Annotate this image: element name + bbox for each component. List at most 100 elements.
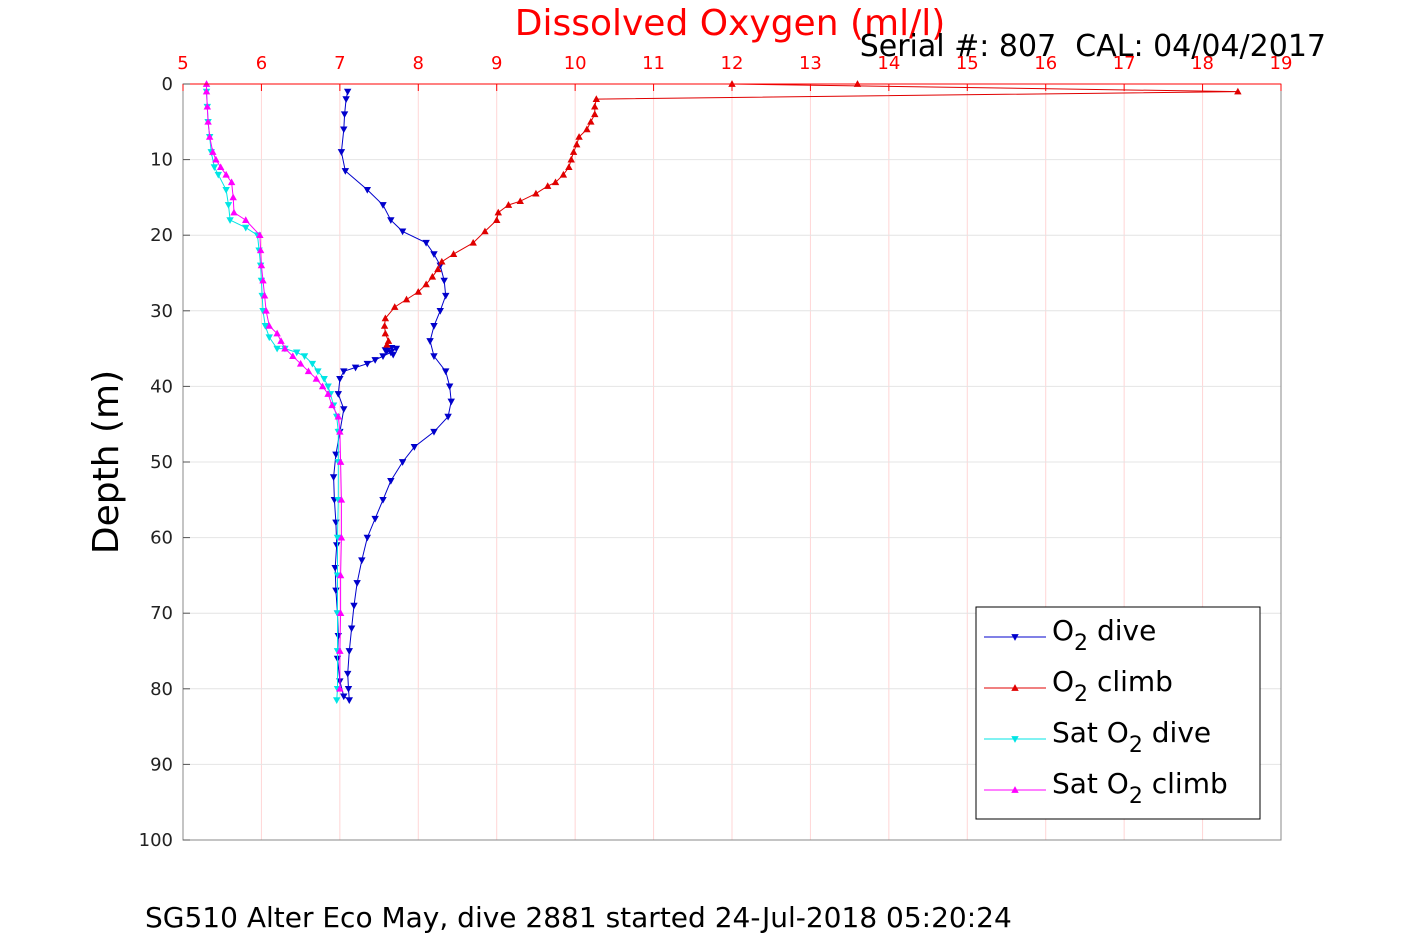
sat_o2_dive-point bbox=[242, 224, 250, 232]
sat_o2_climb-point bbox=[262, 306, 270, 314]
o2_dive-point bbox=[344, 685, 353, 693]
o2_climb-point bbox=[569, 148, 578, 155]
sat_o2_climb-point bbox=[328, 401, 336, 409]
legend-label: Sat O2 climb bbox=[1052, 767, 1228, 809]
sat_o2_climb-point bbox=[257, 261, 266, 269]
y-tick-label: 40 bbox=[150, 376, 173, 397]
o2_climb-point bbox=[591, 110, 599, 118]
legend-entry-sat_o2_climb: Sat O2 climb bbox=[984, 767, 1228, 809]
o2_dive-point bbox=[371, 357, 379, 364]
o2_dive-point bbox=[410, 444, 419, 451]
o2_dive-point bbox=[445, 383, 454, 391]
sat_o2_climb-point bbox=[203, 102, 212, 110]
sat_o2_climb-point bbox=[273, 329, 281, 337]
x-tick-label: 16 bbox=[1034, 53, 1057, 74]
sat_o2_climb-point bbox=[256, 246, 265, 254]
o2_climb-point bbox=[380, 322, 389, 329]
o2_dive-point bbox=[392, 345, 401, 353]
o2_dive-point bbox=[343, 670, 352, 678]
o2_dive-point bbox=[336, 375, 344, 383]
sat_o2_dive-point bbox=[293, 349, 301, 357]
o2_dive-point bbox=[447, 398, 455, 406]
sat_o2_dive-point bbox=[222, 186, 230, 194]
sat_o2_dive-point bbox=[265, 334, 273, 342]
y-tick-label: 90 bbox=[150, 754, 173, 775]
o2_dive-point bbox=[329, 474, 338, 481]
o2_dive-point bbox=[442, 368, 450, 376]
legend-swatch-marker bbox=[1011, 786, 1019, 793]
o2_climb-point bbox=[438, 257, 446, 265]
sat_o2_climb-point bbox=[277, 337, 285, 344]
sat_o2_climb-point bbox=[289, 352, 297, 360]
sat_o2_climb-point bbox=[256, 231, 264, 239]
series-o2_dive bbox=[329, 88, 455, 704]
o2_climb-point bbox=[434, 265, 442, 273]
o2_dive-point bbox=[398, 228, 407, 236]
sat_o2_climb-point bbox=[212, 155, 220, 163]
sat_o2_dive-point bbox=[333, 697, 341, 704]
x-tick-label: 11 bbox=[642, 53, 665, 74]
sat_o2_dive-point bbox=[320, 375, 328, 383]
y-tick-label: 0 bbox=[162, 74, 173, 95]
sat_o2_climb-point bbox=[304, 367, 313, 375]
sat_o2_dive-point bbox=[261, 323, 270, 330]
o2_dive-point bbox=[422, 239, 430, 247]
o2_dive-point bbox=[379, 496, 387, 504]
o2_climb-point bbox=[575, 133, 583, 140]
sat_o2_dive-point bbox=[273, 345, 281, 353]
o2_dive-point bbox=[440, 277, 448, 285]
y-tick-label: 70 bbox=[150, 603, 173, 624]
series-layer bbox=[202, 80, 1242, 704]
sat_o2_dive-point bbox=[226, 217, 234, 224]
sat_o2_climb-point bbox=[337, 533, 346, 541]
o2_climb-point bbox=[449, 250, 458, 257]
sat_o2_dive-point bbox=[224, 202, 233, 209]
sat_o2_climb-point bbox=[242, 216, 250, 223]
o2_climb-point bbox=[532, 189, 540, 197]
sat_o2_dive-point bbox=[333, 534, 342, 542]
o2_dive-point bbox=[334, 391, 342, 398]
o2_climb-point bbox=[592, 95, 601, 102]
o2_dive-point bbox=[430, 251, 438, 258]
sat_o2_climb-point bbox=[229, 193, 237, 201]
o2_dive-point bbox=[358, 557, 366, 565]
sat_o2_climb-point bbox=[281, 344, 289, 352]
legend-swatch-marker bbox=[1011, 684, 1019, 691]
sat_o2_climb-point bbox=[209, 148, 217, 155]
sat_o2_climb-point bbox=[336, 427, 344, 435]
o2_dive-point bbox=[387, 478, 395, 485]
o2_dive-point bbox=[347, 625, 356, 633]
x-tick-label: 8 bbox=[413, 53, 424, 74]
sat_o2_climb-point bbox=[337, 495, 346, 503]
o2_dive-point bbox=[363, 534, 372, 542]
y-tick-label: 80 bbox=[150, 679, 173, 700]
o2_climb-point bbox=[567, 155, 575, 163]
o2_dive-point bbox=[363, 186, 372, 194]
sat_o2_dive-point bbox=[324, 383, 332, 391]
x-tick-label: 19 bbox=[1270, 53, 1293, 74]
sat_o2_climb-point bbox=[260, 291, 269, 299]
o2_climb-point bbox=[1234, 87, 1242, 95]
sat_o2_climb-point bbox=[230, 208, 238, 216]
series-o2_climb bbox=[380, 80, 1242, 348]
o2_dive-point bbox=[340, 111, 349, 119]
y-tick-label: 50 bbox=[150, 452, 173, 473]
o2_dive-point bbox=[436, 307, 444, 315]
sat_o2_dive-point bbox=[308, 360, 317, 368]
o2_climb-point bbox=[384, 337, 393, 344]
sat_o2_climb-point bbox=[227, 178, 236, 186]
o2_climb-point bbox=[565, 163, 573, 171]
sat_o2_climb-point bbox=[336, 684, 344, 692]
sat_o2_climb-point bbox=[336, 571, 345, 579]
legend-entry-o2_climb: O2 climb bbox=[984, 665, 1173, 707]
o2_dive-point bbox=[351, 364, 360, 372]
o2_dive-point bbox=[444, 413, 452, 421]
o2_climb-point bbox=[422, 280, 430, 288]
legend: O2 dive O2 climb Sat O2 dive Sat O2 climb bbox=[975, 606, 1261, 820]
o2_climb-point bbox=[469, 238, 477, 246]
o2_climb-point bbox=[494, 208, 502, 216]
series-sat_o2_climb bbox=[202, 80, 346, 692]
o2_dive-point bbox=[340, 126, 348, 134]
